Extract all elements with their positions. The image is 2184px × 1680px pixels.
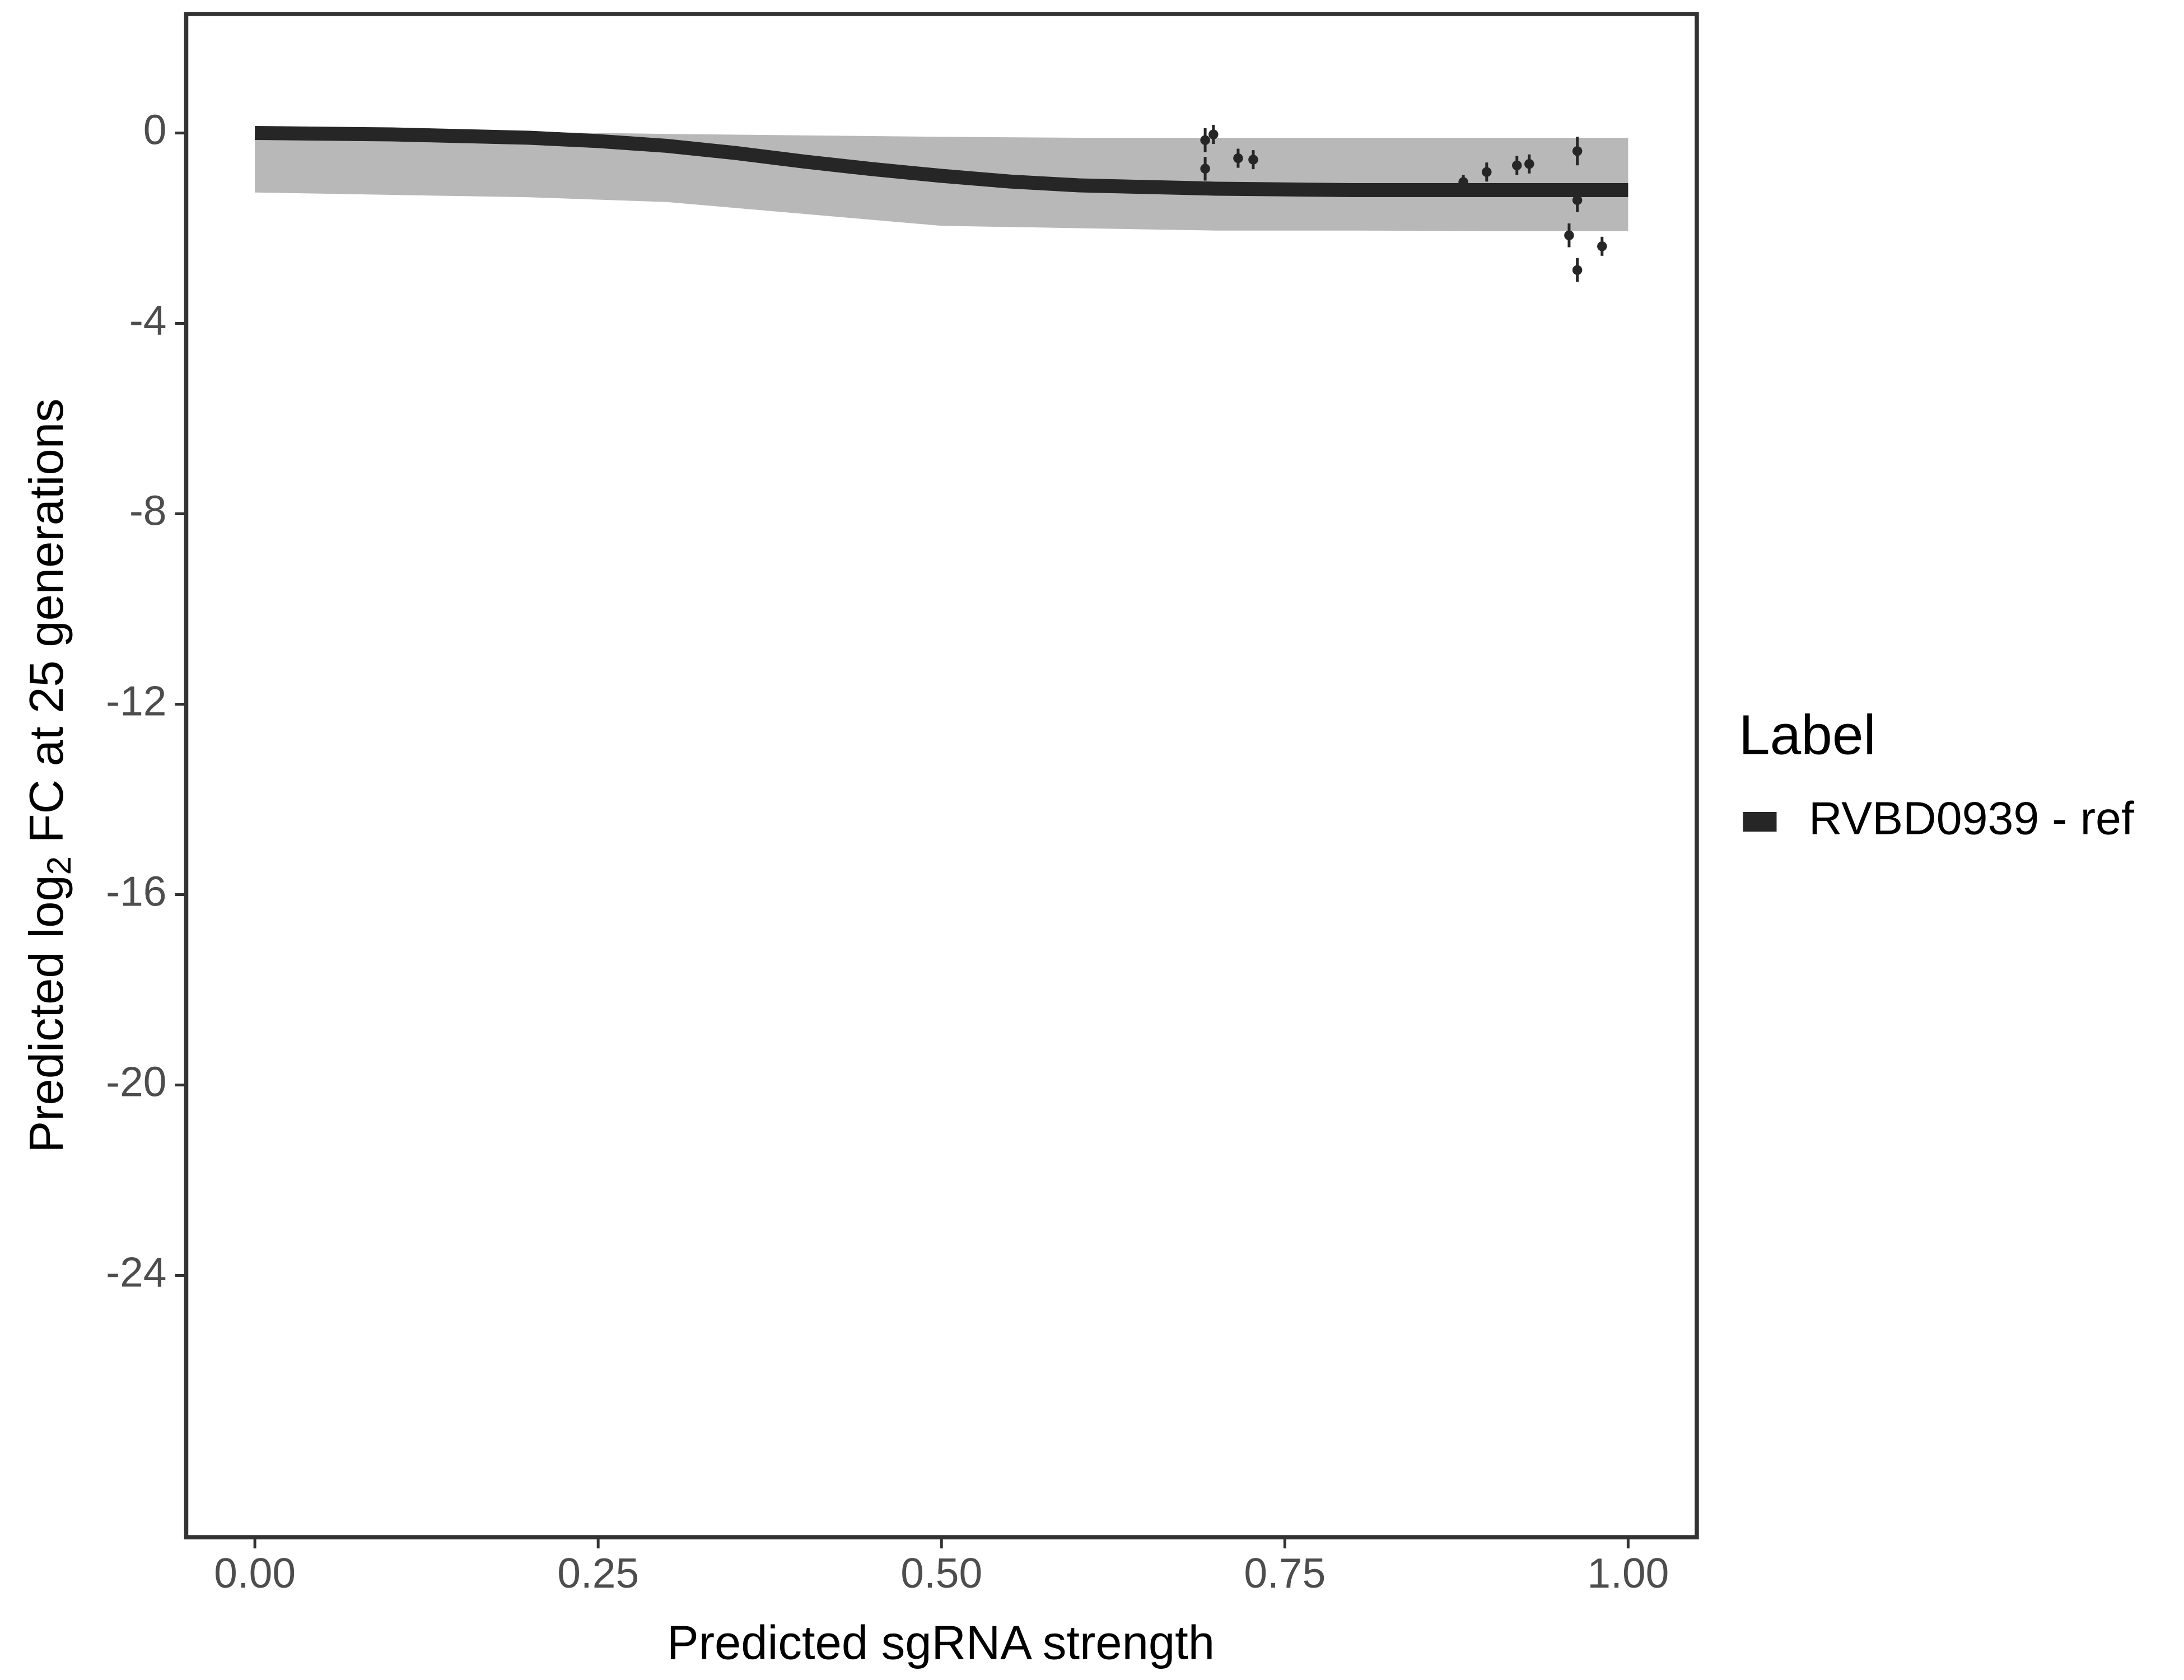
x-tick-label: 0.25 xyxy=(557,1550,639,1597)
y-tick-label: -12 xyxy=(106,677,166,724)
fit-line xyxy=(254,126,1628,197)
x-tick-label: 0.75 xyxy=(1244,1550,1326,1597)
data-point xyxy=(1564,230,1574,240)
y-tick-label: 0 xyxy=(143,106,167,153)
x-tick-label: 1.00 xyxy=(1587,1550,1669,1597)
data-point xyxy=(1512,160,1522,171)
y-tick-label: -8 xyxy=(129,487,167,534)
y-tick-label: -24 xyxy=(106,1248,166,1295)
legend-swatch xyxy=(1743,812,1777,832)
data-point xyxy=(1572,195,1583,206)
data-point xyxy=(1200,135,1210,145)
data-point xyxy=(1572,146,1583,156)
y-axis-title-sub: 2 xyxy=(40,856,78,875)
y-axis-title: Predicted log2 FC at 25 generations xyxy=(20,399,77,1153)
data-point xyxy=(1597,241,1607,251)
x-tick-label: 0.50 xyxy=(900,1550,982,1597)
legend-label: RVBD0939 - ref xyxy=(1809,792,2135,844)
data-point xyxy=(1200,164,1210,174)
data-point xyxy=(1233,153,1243,164)
x-tick-label: 0.00 xyxy=(214,1550,296,1597)
y-tick-label: -20 xyxy=(106,1058,166,1105)
data-point xyxy=(1458,177,1468,187)
legend-title: Label xyxy=(1739,703,1876,766)
y-axis-title-part: Predicted log xyxy=(20,875,73,1152)
data-point xyxy=(1248,155,1258,165)
data-point xyxy=(1524,159,1534,169)
y-axis-title-part: FC at 25 generations xyxy=(20,399,73,856)
y-tick-label: -16 xyxy=(106,867,166,914)
data-point xyxy=(1572,265,1583,276)
data-point xyxy=(1482,167,1492,177)
x-axis-title: Predicted sgRNA strength xyxy=(667,1616,1215,1669)
data-point xyxy=(1208,129,1219,139)
y-tick-label: -4 xyxy=(129,296,167,343)
